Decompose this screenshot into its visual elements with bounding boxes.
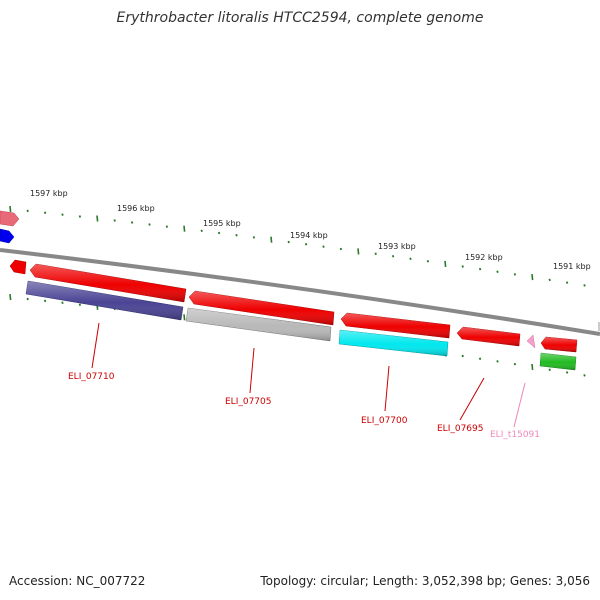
outer-scale-tick [252, 236, 256, 239]
inner-scale-tick [583, 374, 586, 377]
scale-label-1592: 1592 kbp [465, 253, 503, 262]
accession-text: Accession: NC_007722 [9, 574, 146, 588]
leader-ELI_07705 [249, 347, 255, 394]
outer-scale-ticks [9, 205, 586, 287]
outer-scale-tick [461, 265, 464, 268]
outer-scale-tick [235, 233, 238, 237]
inner-scale-tick [478, 357, 482, 360]
outer-scale-tick [304, 243, 308, 246]
feature-pink-trna[interactable] [526, 334, 536, 349]
inner-scale-tick [61, 301, 64, 305]
outer-scale-tick [531, 274, 534, 281]
outer-scale-tick [43, 211, 47, 214]
feature-small-red[interactable] [9, 259, 27, 275]
outer-scale-tick [26, 209, 29, 213]
outer-scale-tick [96, 215, 99, 222]
outer-scale-tick [478, 267, 482, 271]
leader-ELI_t15091 [513, 382, 526, 428]
gene-label-ELI_07705[interactable]: ELI_07705 [225, 397, 272, 407]
inner-scale-tick [78, 303, 82, 307]
outer-scale-tick [513, 273, 517, 276]
inner-scale-tick [531, 363, 534, 370]
gene-label-ELI_07695[interactable]: ELI_07695 [437, 424, 484, 434]
outer-scale-tick [183, 225, 186, 232]
outer-scale-tick [391, 255, 395, 258]
outer-scale-tick [357, 248, 360, 255]
outer-scale-tick [496, 270, 499, 273]
leader-ELI_07695 [459, 377, 485, 421]
outer-scale-tick [200, 229, 203, 233]
outer-scale-tick [426, 260, 430, 263]
outer-scale-tick [565, 281, 569, 284]
gene-label-ELI_07700[interactable]: ELI_07700 [361, 416, 408, 426]
outer-scale-tick [548, 278, 551, 282]
scale-label-1594: 1594 kbp [290, 231, 328, 240]
gene-label-leaders [91, 322, 526, 428]
genome-backbone [0, 248, 600, 336]
inner-scale-tick [26, 297, 29, 301]
leader-ELI_07710 [91, 322, 100, 369]
scale-label-1591: 1591 kbp [553, 262, 591, 271]
outer-scale-tick [444, 260, 447, 267]
outer-scale-tick [583, 284, 586, 287]
outer-scale-tick [409, 257, 412, 261]
outer-scale-tick [9, 205, 12, 213]
gene-labels: ELI_07710 ELI_07705 ELI_07700 ELI_07695 … [68, 372, 540, 440]
scale-label-1597: 1597 kbp [30, 189, 68, 198]
scale-label-1596: 1596 kbp [117, 204, 155, 213]
scale-label-1595: 1595 kbp [203, 219, 241, 228]
outer-scale-tick [270, 236, 273, 243]
inner-scale-tick [548, 368, 551, 371]
outer-scale-tick [148, 223, 151, 226]
feature-offedge-pink[interactable] [0, 210, 20, 227]
outer-scale-tick [130, 221, 134, 224]
outer-scale-tick [165, 225, 169, 228]
inner-scale-tick [9, 294, 12, 301]
feature-offedge-blue[interactable] [0, 228, 15, 244]
outer-scale-tick [61, 213, 64, 216]
genome-title: Erythrobacter litoralis HTCC2594, comple… [116, 10, 484, 26]
gene-label-ELI_t15091[interactable]: ELI_t15091 [490, 430, 540, 440]
outer-scale-tick [374, 252, 377, 256]
outer-scale-tick [78, 215, 82, 218]
outer-scale-tick [322, 245, 325, 248]
inner-scale-tick [43, 299, 47, 303]
outer-scale-tick [113, 219, 116, 222]
outer-scale-tick [287, 240, 290, 244]
inner-scale-tick [565, 371, 569, 374]
feature-shading [26, 264, 577, 370]
inner-scale-tick [496, 360, 499, 363]
outer-scale-tick [339, 247, 343, 251]
inner-scale-tick [461, 354, 464, 358]
gene-features [0, 210, 600, 371]
leader-ELI_07700 [384, 365, 390, 412]
gene-label-ELI_07710[interactable]: ELI_07710 [68, 372, 115, 382]
scale-label-1593: 1593 kbp [378, 242, 416, 251]
genome-summary-text: Topology: circular; Length: 3,052,398 bp… [260, 574, 590, 588]
scale-labels: 1597 kbp 1596 kbp 1595 kbp 1594 kbp 1593… [30, 189, 591, 271]
inner-scale-tick [513, 362, 517, 366]
outer-scale-tick [217, 231, 221, 235]
inner-scale-tick [183, 314, 186, 321]
